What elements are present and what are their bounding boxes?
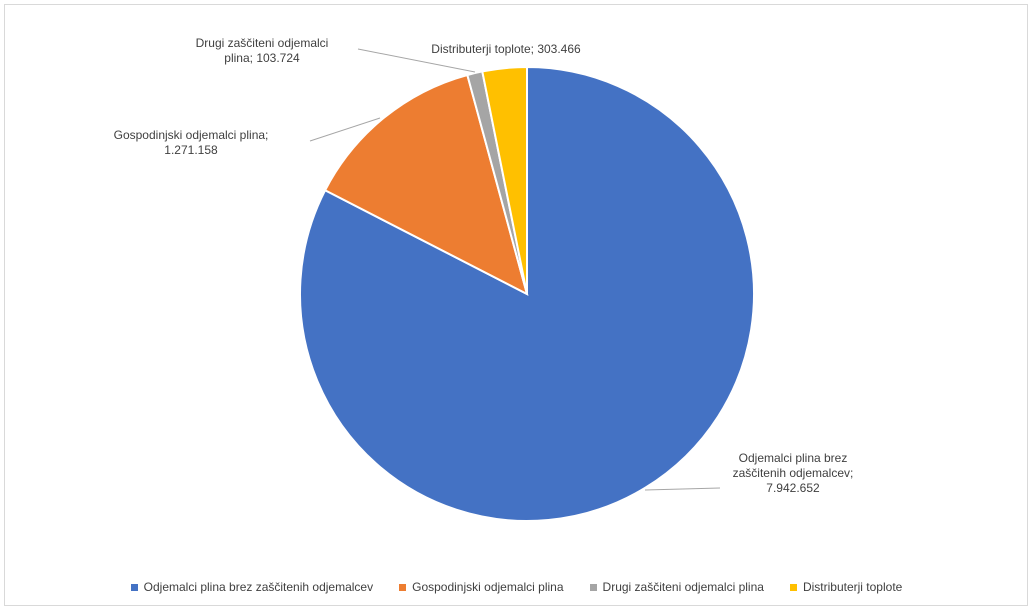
legend-label-4: Distributerji toplote [802, 580, 903, 594]
legend-swatch-2 [399, 583, 407, 591]
legend: Odjemalci plina brez zaščitenih odjemalc… [0, 580, 1033, 594]
data-label-4: Distributerji toplote; 303.466 [431, 42, 581, 56]
legend-item-1: Odjemalci plina brez zaščitenih odjemalc… [130, 580, 374, 594]
leader-line-1 [644, 487, 721, 491]
legend-label-1: Odjemalci plina brez zaščitenih odjemalc… [143, 580, 374, 594]
data-label-2: Gospodinjski odjemalci plina; 1.271.158 [114, 128, 269, 157]
leader-line-2 [309, 117, 381, 142]
legend-swatch-3 [589, 583, 597, 591]
data-label-3: Drugi zaščiteni odjemalci plina; 103.724 [196, 36, 329, 65]
legend-item-3: Drugi zaščiteni odjemalci plina [589, 580, 764, 594]
legend-swatch-1 [130, 583, 138, 591]
legend-item-4: Distributerji toplote [789, 580, 903, 594]
legend-label-2: Gospodinjski odjemalci plina [412, 580, 564, 594]
pie-slice-4 [481, 65, 528, 295]
data-label-1: Odjemalci plina brez zaščitenih odjemalce… [733, 451, 854, 495]
legend-swatch-4 [789, 583, 797, 591]
legend-label-3: Drugi zaščiteni odjemalci plina [602, 580, 764, 594]
leader-line-3 [357, 48, 476, 73]
legend-item-2: Gospodinjski odjemalci plina [399, 580, 564, 594]
pie-slice-2 [323, 73, 529, 296]
